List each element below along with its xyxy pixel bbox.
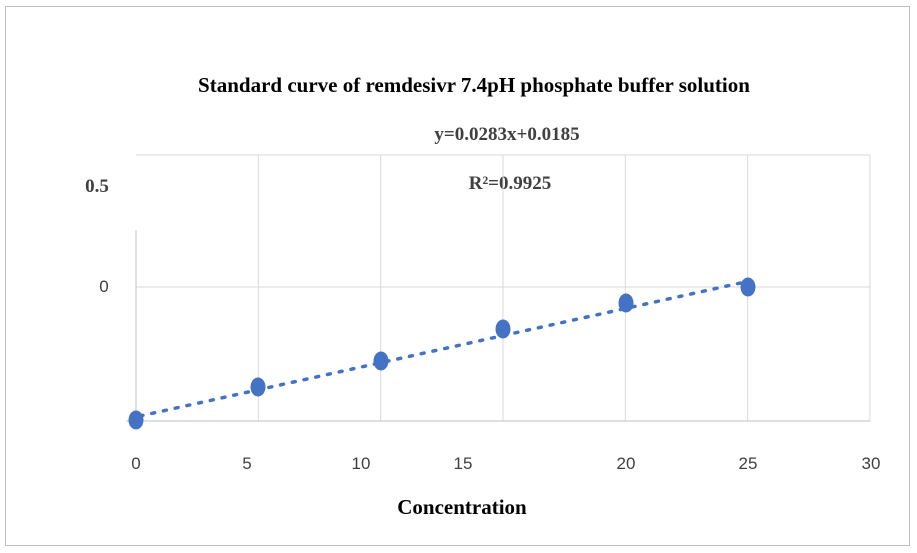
x-tick-label: 10 (352, 454, 371, 473)
data-point (495, 319, 511, 339)
y-tick-label: 0 (99, 277, 108, 296)
chart-title: Standard curve of remdesivr 7.4pH phosph… (198, 73, 750, 97)
data-point (250, 377, 266, 397)
data-point (128, 410, 144, 430)
trendline-line (138, 280, 747, 418)
axes (126, 230, 870, 422)
data-point (373, 351, 389, 371)
data-point (618, 293, 634, 313)
x-tick-label: 30 (862, 454, 881, 473)
data-points (128, 277, 756, 430)
trendline-equation: y=0.0283x+0.0185 (434, 124, 579, 145)
x-tick-label: 5 (242, 454, 251, 473)
y-tick-labels: 0.50 (85, 176, 109, 296)
chart-frame (5, 6, 910, 546)
x-tick-labels: 0 5 10 15 20 25 30 (131, 454, 880, 473)
x-axis-label: Concentration (397, 495, 527, 519)
r-squared-label: R²=0.9925 (469, 173, 552, 194)
x-tick-label: 20 (617, 454, 636, 473)
trendline (138, 280, 747, 418)
x-tick-label: 15 (454, 454, 473, 473)
x-tick-label: 0 (131, 454, 140, 473)
x-tick-label: 25 (739, 454, 758, 473)
data-point (740, 277, 756, 297)
y-tick-label: 0.5 (85, 176, 109, 197)
gridlines (136, 154, 871, 421)
